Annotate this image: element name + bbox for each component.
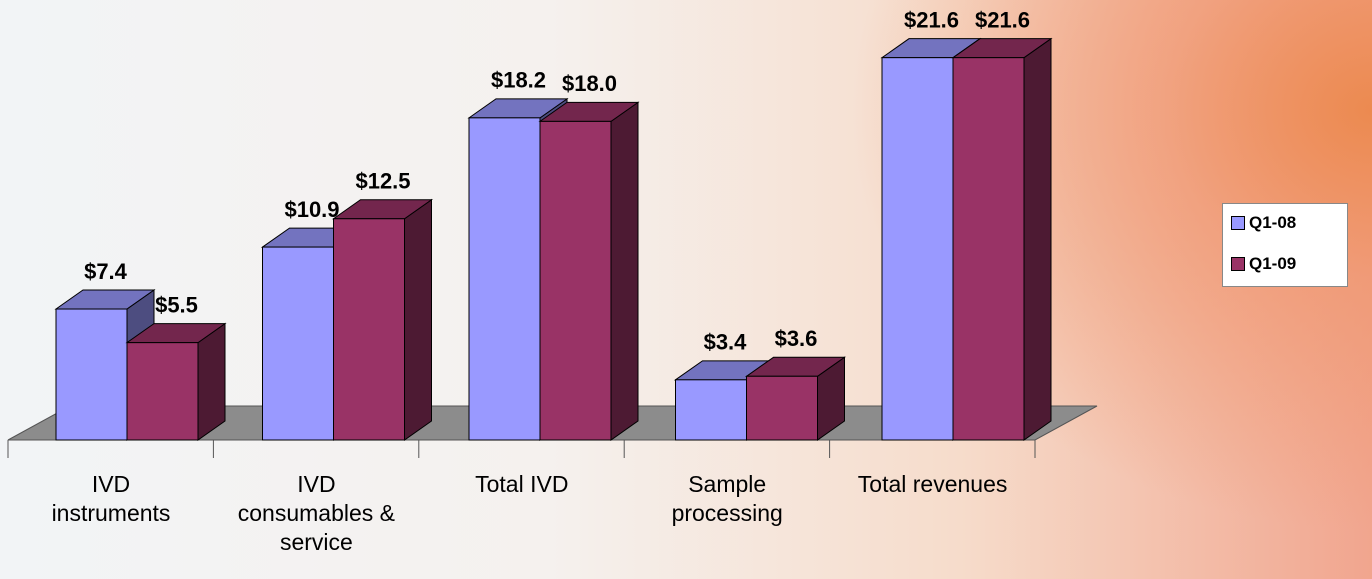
- x-tick-label: IVD consumables & service: [237, 471, 396, 555]
- bar: [262, 246, 334, 441]
- bar: [468, 117, 541, 441]
- value-label: $21.6: [904, 7, 959, 32]
- legend-swatch: [1231, 216, 1245, 230]
- bar-side: [404, 198, 432, 441]
- value-label: $5.5: [155, 292, 198, 317]
- legend-item: Q1-08: [1231, 213, 1296, 233]
- x-tick-label: Total revenues: [857, 471, 1008, 497]
- bar-side: [610, 101, 639, 441]
- x-tick-label: Total IVD: [475, 471, 569, 497]
- bar: [675, 379, 747, 441]
- bar: [952, 57, 1025, 441]
- value-label: $10.9: [284, 197, 339, 222]
- bar: [881, 57, 954, 441]
- x-tick-label: Sample processing: [671, 471, 783, 526]
- bar-side: [1023, 37, 1052, 441]
- value-label: $18.0: [562, 71, 617, 96]
- bar: [746, 375, 818, 441]
- value-label: $21.6: [975, 7, 1030, 32]
- bar: [55, 308, 128, 441]
- legend-label: Q1-09: [1249, 254, 1297, 273]
- bar-side: [197, 322, 226, 441]
- legend-label: Q1-08: [1249, 213, 1297, 232]
- legend: Q1-08 Q1-09: [1222, 203, 1348, 287]
- value-label: $3.6: [775, 326, 818, 351]
- x-tick-label: IVD instruments: [51, 471, 171, 526]
- bar: [539, 120, 612, 441]
- bar: [126, 342, 199, 441]
- legend-swatch: [1231, 257, 1245, 271]
- value-label: $18.2: [491, 68, 546, 93]
- legend-item: Q1-09: [1231, 254, 1296, 274]
- value-label: $12.5: [355, 169, 410, 194]
- value-label: $3.4: [704, 330, 748, 355]
- value-label: $7.4: [84, 259, 128, 284]
- bar: [333, 218, 405, 441]
